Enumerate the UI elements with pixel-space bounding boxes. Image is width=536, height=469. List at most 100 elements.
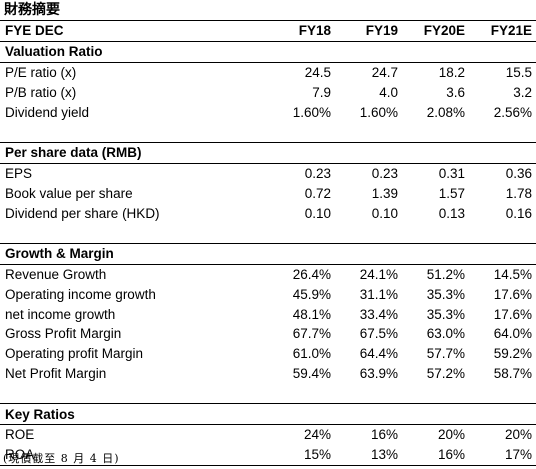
row-value: 17.6% — [493, 306, 532, 322]
row-value: 1.60% — [292, 104, 331, 120]
spacer-cell — [402, 122, 469, 142]
row-value: 59.2% — [493, 346, 532, 362]
row-value: 31.1% — [359, 286, 398, 302]
row-value: 1.60% — [359, 104, 398, 120]
table-row: Operating profit Margin 61.0% 64.4% 57.7% 59… — [0, 344, 536, 364]
row-value: 7.9 — [312, 84, 331, 100]
row-value: 57.2% — [426, 365, 465, 381]
row-value: 0.36 — [505, 165, 532, 181]
spacer-cell — [268, 223, 335, 243]
row-value: 20% — [504, 427, 532, 443]
row-value: 0.23 — [371, 165, 398, 181]
spacer-cell — [469, 383, 536, 403]
spacer-cell — [268, 383, 335, 403]
row-value: 24% — [303, 427, 331, 443]
table-row: P/E ratio (x) 24.5 24.7 18.2 15.5 — [0, 62, 536, 82]
spacer-row — [0, 122, 536, 142]
table-row: ROE 24% 16% 20% 20% — [0, 424, 536, 444]
row-label: net income growth — [5, 306, 116, 322]
spacer-cell — [0, 223, 268, 243]
row-value: 64.4% — [359, 346, 398, 362]
row-value: 2.56% — [493, 104, 532, 120]
row-value: 14.5% — [493, 266, 532, 282]
table-row: EPS 0.23 0.23 0.31 0.36 — [0, 163, 536, 183]
spacer-cell — [335, 122, 402, 142]
section-title: Growth & Margin — [0, 242, 536, 265]
row-value: 58.7% — [493, 365, 532, 381]
row-value: 0.31 — [438, 165, 465, 181]
row-value: 61.0% — [292, 346, 331, 362]
row-label: ROE — [5, 427, 35, 443]
section-title: Valuation Ratio — [0, 40, 536, 63]
row-value: 24.1% — [359, 266, 398, 282]
row-value: 45.9% — [292, 286, 331, 302]
row-value: 17% — [469, 444, 536, 466]
row-label: Net Profit Margin — [5, 365, 107, 381]
spacer-cell — [268, 122, 335, 142]
row-label: Book value per share — [5, 185, 133, 201]
row-value: 51.2% — [426, 266, 465, 282]
row-label: Dividend per share (HKD) — [5, 205, 160, 221]
row-value: 0.23 — [304, 165, 331, 181]
page-title: 財務摘要 — [4, 2, 60, 18]
row-label: ROA — [0, 444, 268, 466]
year-header: FY21E — [469, 20, 536, 42]
spacer-cell — [469, 122, 536, 142]
row-value: 20% — [437, 427, 465, 443]
table-row: Book value per share 0.72 1.39 1.57 1.78 — [0, 183, 536, 203]
header-row: FYE DEC FY18 FY19 FY20E FY21E — [0, 20, 536, 42]
year-header: FY20E — [402, 20, 469, 42]
row-value: 0.72 — [304, 185, 331, 201]
row-value: 26.4% — [292, 266, 331, 282]
spacer-row — [0, 223, 536, 243]
price-date-footnote: (現價截至 8 月 4 日) — [3, 452, 120, 465]
spacer-cell — [402, 383, 469, 403]
row-value: 1.57 — [438, 185, 465, 201]
section-title: Per share data (RMB) — [0, 141, 536, 164]
row-label: Revenue Growth — [5, 266, 107, 282]
table-row: net income growth 48.1% 33.4% 35.3% 17.6% — [0, 304, 536, 324]
table-row: Dividend per share (HKD) 0.10 0.10 0.13 0.16 — [0, 203, 536, 223]
section-header-row: Key Ratios — [0, 403, 536, 425]
spacer-cell — [0, 383, 268, 403]
row-value: 24.5 — [304, 64, 331, 80]
section-header-row: Per share data (RMB) — [0, 141, 536, 164]
row-value: 0.10 — [304, 205, 331, 221]
table-row: Gross Profit Margin 67.7% 67.5% 63.0% 64.0% — [0, 324, 536, 344]
row-value: 64.0% — [493, 326, 532, 342]
row-label: EPS — [5, 165, 33, 181]
row-label: P/E ratio (x) — [5, 64, 77, 80]
row-value: 67.7% — [292, 326, 331, 342]
row-value: 4.0 — [379, 84, 398, 100]
row-value: 0.13 — [438, 205, 465, 221]
section-header-row: Valuation Ratio — [0, 40, 536, 63]
spacer-cell — [469, 223, 536, 243]
row-value: 67.5% — [359, 326, 398, 342]
row-value: 2.08% — [426, 104, 465, 120]
section-title: Key Ratios — [0, 403, 536, 425]
row-value: 59.4% — [292, 365, 331, 381]
row-value: 16% — [370, 427, 398, 443]
row-value: 33.4% — [359, 306, 398, 322]
row-value: 24.7 — [371, 64, 398, 80]
row-value: 0.16 — [505, 205, 532, 221]
row-label: Gross Profit Margin — [5, 326, 122, 342]
spacer-cell — [0, 122, 268, 142]
row-value: 35.3% — [426, 306, 465, 322]
spacer-cell — [335, 223, 402, 243]
row-value: 13% — [335, 444, 402, 466]
table-row: Net Profit Margin 59.4% 63.9% 57.2% 58.7% — [0, 364, 536, 384]
row-value: 18.2 — [438, 64, 465, 80]
year-header: FY19 — [335, 20, 402, 42]
table-row: P/B ratio (x) 7.9 4.0 3.6 3.2 — [0, 82, 536, 102]
row-value: 3.6 — [446, 84, 465, 100]
row-label: Dividend yield — [5, 104, 90, 120]
section-header-row: Growth & Margin — [0, 242, 536, 265]
row-value: 15.5 — [505, 64, 532, 80]
table-row: Dividend yield 1.60% 1.60% 2.08% 2.56% — [0, 102, 536, 122]
row-value: 16% — [402, 444, 469, 466]
row-value: 3.2 — [513, 84, 532, 100]
row-label: Operating profit Margin — [5, 346, 144, 362]
spacer-row — [0, 383, 536, 403]
row-label: Operating income growth — [5, 286, 156, 302]
